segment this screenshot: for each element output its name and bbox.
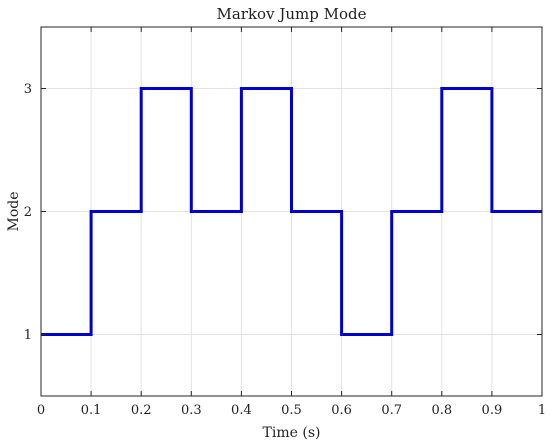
y-tick-label: 1 <box>24 328 32 343</box>
x-tick-label: 0.3 <box>181 403 202 418</box>
x-tick-label: 0.2 <box>131 403 152 418</box>
x-tick-label: 0.4 <box>231 403 252 418</box>
y-tick-label: 3 <box>24 82 32 97</box>
x-tick-label: 0.7 <box>381 403 402 418</box>
x-tick-label: 0 <box>37 403 45 418</box>
y-axis-label: Mode <box>6 191 22 231</box>
tick-layer: 0 0.1 0.2 0.3 0.4 0.5 0.6 0.7 0.8 0.9 1 1 2 3 <box>24 27 546 418</box>
x-tick-label: 1 <box>538 403 546 418</box>
y-tick-label: 2 <box>24 205 32 220</box>
x-tick-label: 0.9 <box>482 403 503 418</box>
x-tick-label: 0.6 <box>331 403 352 418</box>
x-tick-label: 0.5 <box>281 403 302 418</box>
chart-title: Markov Jump Mode <box>217 5 367 23</box>
x-tick-label: 0.8 <box>431 403 452 418</box>
series-layer <box>41 87 542 336</box>
x-axis-label: Time (s) <box>263 425 321 441</box>
mode-step-line <box>41 87 542 336</box>
x-tick-label: 0.1 <box>81 403 102 418</box>
